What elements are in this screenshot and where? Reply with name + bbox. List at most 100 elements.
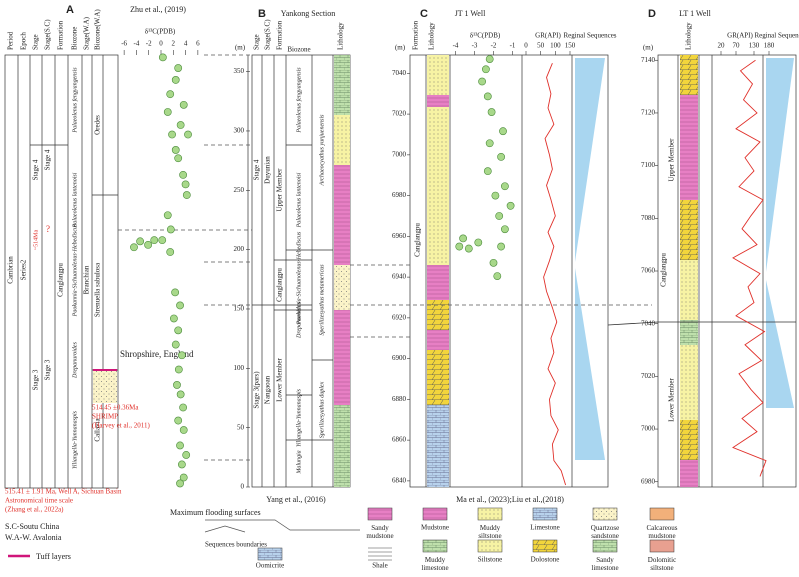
data-point	[184, 130, 192, 139]
age: 515.41 ± 1.91 Ma, Well A, Sichuan Basin	[5, 488, 122, 496]
x-tick-label: 20	[718, 42, 726, 50]
y-tick-label: 7000	[392, 150, 407, 158]
y-tick-label: 7000	[641, 425, 656, 433]
biozone: Drepanuroides	[296, 301, 302, 339]
data-point	[179, 170, 188, 179]
x-tick-label: 130	[749, 42, 760, 50]
data-point	[176, 441, 184, 450]
legend-text: W.A-W. Avalonia	[5, 533, 62, 542]
data-point	[179, 100, 188, 109]
column-header: Stage(W.A)	[83, 16, 91, 50]
axis-title: δ¹³C(PDB)	[145, 28, 176, 36]
y-tick-label: 100	[234, 364, 245, 372]
legend-text: Oomicrite	[256, 562, 284, 570]
column-header: Lithology	[337, 22, 345, 50]
column-header: Formation	[57, 20, 65, 50]
column-header: Formation	[412, 20, 420, 50]
data-point	[176, 121, 185, 129]
column-header: Period	[7, 31, 15, 50]
data-point	[176, 301, 184, 310]
data-point	[499, 127, 507, 136]
column-header: Stage	[32, 34, 40, 50]
column-header: Biozone(W.A)	[94, 9, 102, 50]
y-tick-label: 7080	[641, 214, 656, 222]
data-point	[174, 326, 183, 335]
x-tick-label: -4	[453, 42, 459, 50]
data-point	[491, 191, 500, 200]
biozone: Palaeolenus lantenoisi	[72, 172, 78, 228]
age: 514.45 ±0.36Ma	[92, 404, 139, 412]
data-point	[171, 340, 180, 349]
data-point	[177, 460, 186, 469]
formation: Canglangpu	[414, 223, 422, 257]
axis-title: GR(API)	[535, 32, 561, 40]
column-header: Formation	[276, 20, 284, 50]
y-tick-label: 7020	[641, 372, 656, 380]
member: Upper Member	[668, 138, 676, 182]
x-tick-label: -3	[472, 42, 478, 50]
panel-label: A	[66, 4, 74, 16]
legend-text: Dolostone	[531, 556, 560, 564]
legend-text: Maximum flooding surfaces	[170, 508, 261, 517]
source: Yang et al., (2016)	[266, 495, 326, 504]
panel-label: D	[648, 8, 656, 20]
x-tick-label: -2	[146, 40, 152, 48]
y-tick-label: 6980	[392, 191, 407, 199]
x-tick-label: -6	[121, 40, 127, 48]
column-header: Reginal Sequences	[754, 32, 799, 40]
stage: Stage 3(pars)	[253, 371, 261, 409]
stage: Stage 4	[253, 159, 261, 180]
unit: (m)	[395, 44, 406, 52]
stage: Branchian	[83, 265, 91, 294]
layout	[4, 54, 797, 561]
data-point	[474, 238, 483, 247]
legend-text: Calcareous mudstone	[646, 524, 677, 540]
stage: Stage 4	[32, 159, 40, 180]
data-point	[483, 167, 492, 176]
data-point	[163, 108, 172, 116]
data-point	[485, 139, 494, 148]
x-tick-label: 2	[172, 40, 176, 48]
y-tick-label: 50	[237, 423, 245, 431]
biozone: Malungia	[296, 450, 302, 474]
formation: Canglangpu	[57, 263, 65, 297]
y-tick-label: 350	[234, 67, 245, 75]
data-point	[136, 237, 145, 246]
data-point	[173, 381, 181, 389]
y-tick-label: 7040	[641, 319, 656, 327]
biozone: Sperilizesyathus duplex	[319, 381, 325, 438]
stage: Stage 3	[44, 359, 52, 380]
member: Lower Member	[668, 377, 676, 421]
legend-text: Tuff layers	[36, 552, 71, 561]
data-point	[500, 182, 509, 191]
x-tick-label: 70	[733, 42, 741, 50]
biozone: Yiliangella-Yunnanaspis	[296, 388, 302, 447]
legend-text: Shale	[372, 562, 388, 570]
column-header: Biozone	[287, 46, 310, 54]
stage: Nangaoan	[264, 375, 272, 404]
legend-text: Sandy mudstone	[366, 524, 393, 540]
member: Lower Member	[276, 357, 284, 401]
data-point	[174, 365, 183, 374]
gr-curve	[732, 59, 767, 477]
data-point	[181, 180, 190, 189]
column-header: Stage(S.C)	[44, 19, 52, 50]
legend-text: Muddy limestone	[421, 556, 448, 572]
data-point	[166, 90, 175, 99]
biozone: Palaeolenus fengyangensis	[71, 67, 78, 134]
column-header: Lithology	[685, 22, 693, 50]
age: (Zhang et al., 2022a)	[5, 506, 64, 514]
y-tick-label: 7140	[641, 56, 656, 64]
axis-title: GR(API)	[727, 32, 753, 40]
y-tick-label: 6900	[392, 354, 407, 362]
legend-text: Limestone	[530, 524, 560, 532]
data-point	[177, 351, 186, 360]
data-point	[171, 288, 180, 297]
data-point	[455, 242, 464, 251]
y-tick-label: 6860	[392, 436, 407, 444]
y-tick-label: 6880	[392, 395, 407, 403]
formation: Canglangpu	[276, 268, 284, 302]
data-point	[179, 473, 188, 482]
age: Astronomical time scale	[5, 497, 73, 505]
